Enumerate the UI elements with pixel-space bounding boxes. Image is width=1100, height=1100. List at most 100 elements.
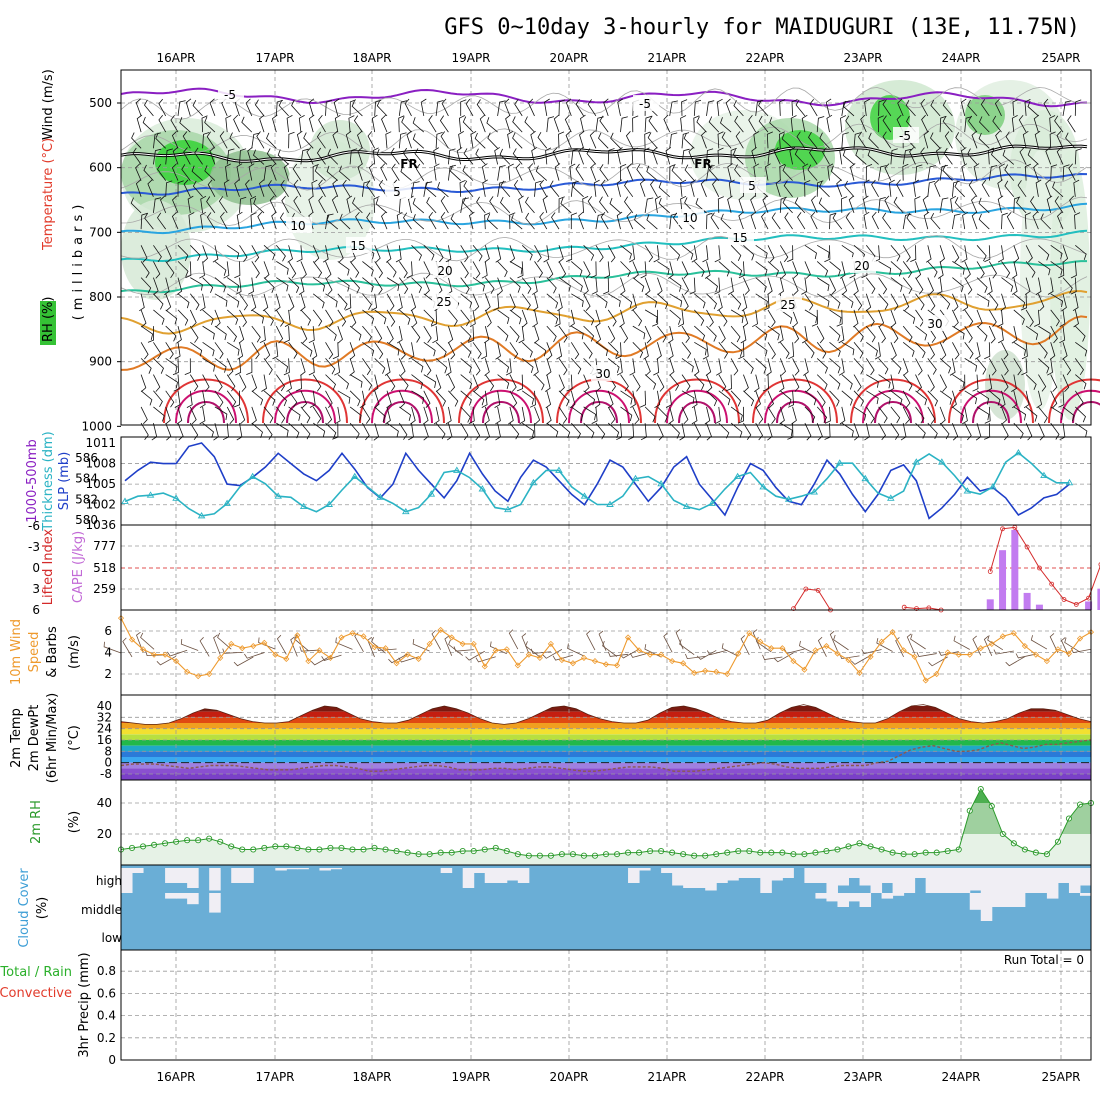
wind-barb: [841, 293, 854, 309]
wind-barb: [346, 195, 353, 213]
wind-barb: [822, 147, 830, 165]
wind-barb: [816, 374, 828, 391]
cape-bar: [1085, 601, 1093, 610]
contour-label-bg: [346, 237, 372, 253]
wind-barb: [626, 163, 634, 181]
wind-barb: [706, 422, 712, 441]
wind-barb: [836, 179, 843, 197]
wind-barb: [780, 390, 792, 406]
wind-barb-10m: [916, 651, 937, 657]
wind-barb: [878, 197, 886, 213]
wind-barb: [462, 116, 474, 133]
wind-barb: [829, 261, 841, 277]
wind-barb: [693, 422, 701, 441]
wind-barb: [715, 358, 722, 376]
wind-barb: [239, 374, 247, 392]
wind-barb-10m: [1064, 637, 1081, 653]
wind-barb: [251, 374, 258, 392]
thickness-marker: [427, 490, 436, 497]
wind-barb: [743, 277, 750, 295]
wind-barb: [553, 114, 560, 133]
wind-barb: [153, 358, 164, 374]
wind-barb: [267, 180, 277, 198]
wind-barb: [368, 163, 376, 181]
wind-barb: [629, 245, 635, 263]
wind-barb: [1001, 212, 1008, 230]
wind-barb: [797, 212, 806, 230]
surface-isotherm: [874, 401, 912, 424]
wind-barb-10m: [213, 634, 221, 655]
cloud-clear-cell: [165, 893, 177, 899]
wind-barb: [564, 114, 572, 133]
wind-barb: [767, 277, 773, 296]
wind-barb: [251, 132, 260, 149]
wind-barb: [844, 180, 855, 198]
wind-barb: [968, 179, 978, 198]
wind-barb: [204, 165, 216, 181]
thickness-marker: [529, 478, 538, 486]
wind-barb: [401, 116, 412, 133]
cloud-clear-cell: [661, 868, 673, 873]
wind-barb: [742, 309, 749, 328]
wind-barb: [460, 342, 472, 358]
wind-barb: [311, 342, 318, 360]
wind-barb: [556, 342, 563, 360]
wind-barb: [578, 211, 584, 230]
cloud-clear-cell: [1068, 868, 1081, 893]
wind-barb: [1062, 277, 1073, 294]
wind-barb: [192, 100, 203, 117]
wind-barb: [460, 406, 471, 423]
wind-barb: [717, 131, 724, 149]
wind-barb: [890, 309, 897, 328]
wind-barb: [920, 147, 929, 165]
precip-tick-label: 0.8: [97, 964, 116, 978]
wind-barb: [560, 197, 572, 214]
wind-barb: [595, 325, 602, 344]
wind-barb: [884, 195, 892, 214]
wind-barb: [644, 131, 651, 149]
wind-barb: [1025, 374, 1037, 390]
li-tick-label: 3: [32, 582, 40, 596]
thickness-marker: [657, 479, 665, 487]
wind-barb: [1004, 164, 1015, 181]
wind-barb: [351, 100, 363, 117]
wind-barb: [546, 422, 559, 438]
wind-barb: [390, 147, 400, 165]
wind-barb: [497, 374, 510, 390]
wind-barb: [493, 293, 500, 311]
temp-tick-label: 40: [97, 699, 112, 713]
wind-barb: [385, 131, 392, 149]
wind-barb: [1001, 261, 1011, 279]
wind-barb: [915, 406, 925, 424]
wind-barb: [468, 326, 475, 343]
contour-label: 25: [436, 295, 451, 309]
wind-barb: [288, 293, 295, 312]
wind-axis-unit: (m/s): [67, 635, 82, 669]
rh-area-veryhigh: [121, 789, 1091, 803]
wind-barb: [734, 115, 744, 133]
wind-barb: [694, 325, 706, 342]
wind-barb: [827, 163, 834, 181]
wind-barb: [1061, 293, 1067, 312]
wind-barb: [927, 358, 937, 375]
wind-barb: [165, 261, 175, 279]
wind-barb-10m: [817, 636, 827, 657]
wind-barb: [140, 374, 147, 393]
top-date-label: 22APR: [745, 51, 784, 65]
wind-barb: [1058, 261, 1065, 279]
wind-tick-label: 6: [104, 624, 112, 638]
wind-barb: [1050, 244, 1063, 260]
wind-barb: [233, 114, 240, 133]
wind-barb: [275, 309, 285, 327]
cape-bar: [1035, 604, 1043, 610]
wind-barb: [988, 309, 997, 327]
contour-label-bg: [591, 365, 617, 381]
wind-barb: [718, 374, 727, 392]
wind-barb: [487, 132, 498, 149]
wind-tick-label: 4: [104, 646, 112, 660]
wind-barb: [263, 164, 272, 181]
cloud-clear-cell: [1002, 893, 1015, 907]
wind-barb: [423, 374, 437, 388]
wind-barb: [766, 358, 772, 376]
wind-barb: [841, 132, 849, 149]
